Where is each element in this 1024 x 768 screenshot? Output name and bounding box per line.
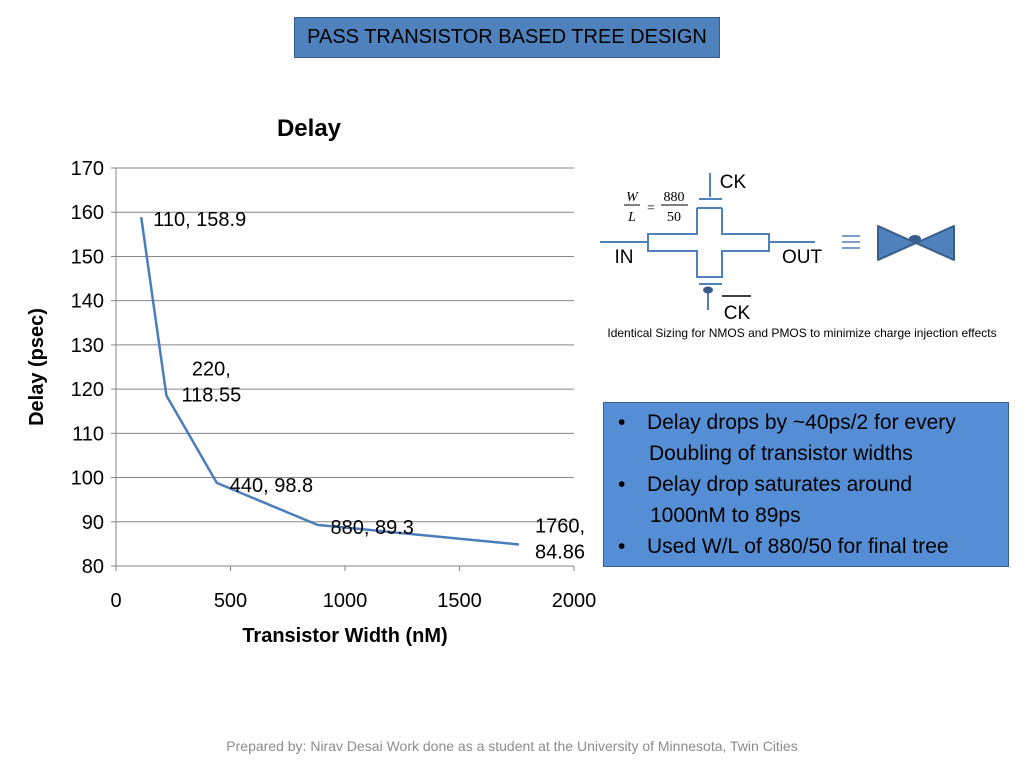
y-tick-label: 160 <box>71 202 104 224</box>
data-label-line: 84.86 <box>535 542 585 564</box>
ck-label: CK <box>720 172 747 193</box>
y-tick-label: 130 <box>71 335 104 357</box>
bullet-item: • Used W/L of 880/50 for final tree <box>618 531 1000 562</box>
in-label: IN <box>615 247 634 268</box>
chart-data-labels: 110, 158.9 220, 118.55 440, 98.8 880, 89.3 17… <box>153 209 585 563</box>
length-value: 50 <box>667 210 681 225</box>
data-label: 110, 158.9 <box>153 209 246 231</box>
data-label: 1760, 84.86 <box>535 516 585 564</box>
sizing-caption: Identical Sizing for NMOS and PMOS to mi… <box>607 326 997 340</box>
bullet-continuation: Doubling of transistor widths <box>649 442 913 465</box>
equals-sign: = <box>647 201 655 216</box>
slide-title: PASS TRANSISTOR BASED TREE DESIGN <box>294 17 720 58</box>
x-tick-label: 1500 <box>437 590 482 612</box>
chart-grid <box>116 167 574 523</box>
x-axis-label: Transistor Width (nM) <box>242 625 447 647</box>
out-label: OUT <box>782 247 823 268</box>
data-label-line: 220, <box>192 359 231 381</box>
bullet-marker: • <box>618 535 626 558</box>
bullet-marker: • <box>618 411 626 434</box>
w-symbol: W <box>626 190 639 205</box>
ck-bar-label: CK <box>724 303 751 324</box>
footer-credit: Prepared by: Nirav Desai Work done as a … <box>226 738 798 754</box>
chart-axes <box>111 167 575 571</box>
y-tick-label: 90 <box>82 512 104 534</box>
series-line <box>139 216 520 546</box>
bullet-item: • Delay drop saturates around <box>618 469 1000 500</box>
y-tick-label: 120 <box>71 379 104 401</box>
y-tick-label: 80 <box>82 556 104 578</box>
chart-title: Delay <box>277 115 342 142</box>
bullet-item: • Delay drops by ~40ps/2 for every <box>618 407 1000 438</box>
x-tick-label: 0 <box>110 590 121 612</box>
data-label: 880, 89.3 <box>331 517 414 539</box>
y-tick-label: 140 <box>71 291 104 313</box>
data-label-line: 1760, <box>535 516 585 538</box>
y-tick-label: 150 <box>71 246 104 268</box>
y-axis-label: Delay (psec) <box>26 308 48 426</box>
bullet-text: Delay drops by ~40ps/2 for every <box>647 411 956 434</box>
bullet-continuation: 1000nM to 89ps <box>650 504 801 527</box>
summary-bullets: • Delay drops by ~40ps/2 for every Doubl… <box>603 402 1009 567</box>
x-tick-label: 500 <box>214 590 247 612</box>
transistor-wiring <box>600 173 815 310</box>
width-value: 880 <box>664 190 685 205</box>
y-tick-label: 100 <box>71 468 104 490</box>
y-tick-label: 170 <box>71 158 104 180</box>
data-label: 220, 118.55 <box>182 359 242 407</box>
bullet-text: Delay drop saturates around <box>647 473 912 496</box>
bullet-marker: • <box>618 473 626 496</box>
transmission-gate-diagram: W L = 880 50 CK IN OUT CK <box>600 172 955 324</box>
y-tick-label: 110 <box>72 423 104 445</box>
x-tick-label: 1000 <box>323 590 368 612</box>
transmission-gate-bowtie-icon <box>877 225 955 261</box>
inverter-bubble-icon <box>703 286 713 294</box>
delay-chart: 80 90 100 110 120 130 140 150 160 170 0 500 1000 1500… <box>26 115 597 647</box>
l-symbol: L <box>627 210 636 225</box>
triple-bar-equivalence-icon <box>842 235 860 249</box>
x-tick-label: 2000 <box>552 590 597 612</box>
bullet-text: Used W/L of 880/50 for final tree <box>647 535 949 558</box>
data-label: 440, 98.8 <box>230 475 313 497</box>
data-label-line: 118.55 <box>182 385 242 407</box>
chart-series <box>139 216 520 546</box>
chart-tick-labels: 80 90 100 110 120 130 140 150 160 170 0 500 1000 1500… <box>71 158 597 612</box>
